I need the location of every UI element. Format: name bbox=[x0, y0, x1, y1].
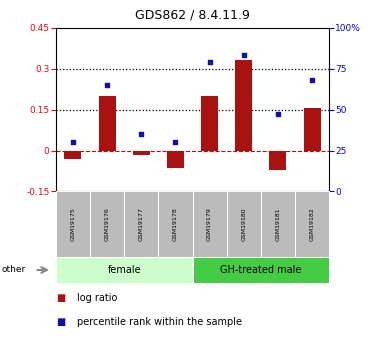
Text: GSM19177: GSM19177 bbox=[139, 207, 144, 241]
Bar bbox=[133, 150, 150, 155]
Point bbox=[104, 82, 110, 88]
Text: other: other bbox=[2, 265, 26, 275]
Text: GSM19175: GSM19175 bbox=[70, 207, 75, 241]
Text: GSM19182: GSM19182 bbox=[310, 207, 315, 241]
Bar bbox=[201, 96, 218, 150]
Text: GSM19176: GSM19176 bbox=[105, 207, 110, 241]
Bar bbox=[270, 150, 286, 170]
Point bbox=[70, 139, 76, 145]
Text: GH-treated male: GH-treated male bbox=[220, 265, 301, 275]
Bar bbox=[303, 108, 321, 150]
Bar bbox=[99, 96, 116, 150]
Point bbox=[138, 131, 144, 137]
Point bbox=[241, 53, 247, 58]
Point bbox=[172, 139, 179, 145]
Text: GSM19178: GSM19178 bbox=[173, 207, 178, 241]
Text: percentile rank within the sample: percentile rank within the sample bbox=[77, 317, 242, 327]
Text: GSM19181: GSM19181 bbox=[275, 207, 280, 241]
Text: GSM19180: GSM19180 bbox=[241, 207, 246, 241]
Text: ■: ■ bbox=[56, 293, 65, 303]
Bar bbox=[167, 150, 184, 168]
Point bbox=[275, 112, 281, 117]
Text: log ratio: log ratio bbox=[77, 293, 117, 303]
Text: female: female bbox=[107, 265, 141, 275]
Bar bbox=[235, 60, 252, 150]
Text: ■: ■ bbox=[56, 317, 65, 327]
Text: GSM19179: GSM19179 bbox=[207, 207, 212, 241]
Text: GDS862 / 8.4.11.9: GDS862 / 8.4.11.9 bbox=[135, 9, 250, 22]
Point bbox=[206, 59, 213, 65]
Point bbox=[309, 77, 315, 83]
Bar bbox=[64, 150, 82, 159]
